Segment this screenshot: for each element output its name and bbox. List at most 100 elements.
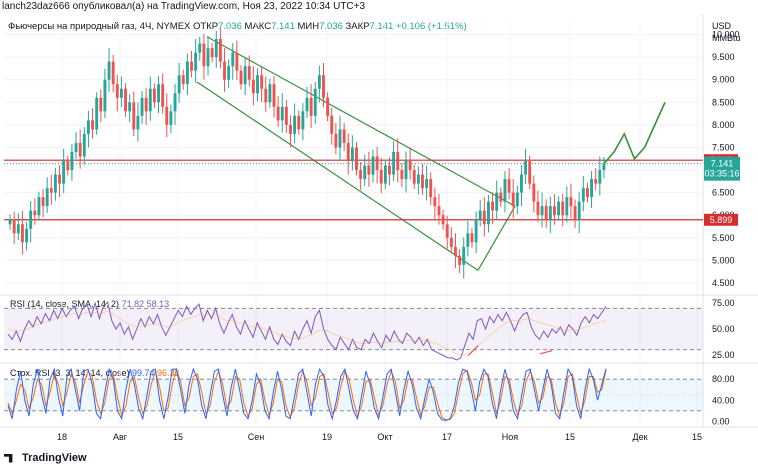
- price-tick-label: 8.000: [712, 120, 735, 130]
- price-change: +0.106 (+1.51%): [395, 21, 467, 32]
- time-tick-label: Сен: [248, 432, 265, 442]
- candle-body: [132, 102, 136, 130]
- candle-body: [239, 70, 243, 85]
- rsi-value: 71.82: [121, 299, 145, 309]
- main-legend: Фьючерсы на природный газ, 4Ч, NYMEX ОТК…: [8, 21, 467, 32]
- ohlc-values: ОТКР7.036 МАКС7.141 МИН7.036 ЗАКР7.141 +…: [193, 21, 467, 32]
- candle-body: [367, 165, 371, 175]
- candle-body: [74, 142, 78, 152]
- candle-body: [33, 210, 37, 216]
- rsi-legend: RSI (14, close, SMA, 14, 2) 71.82 58.13: [10, 299, 170, 309]
- projection-path: [603, 101, 666, 165]
- rsi-divergence-line: [539, 350, 553, 355]
- candle-body: [124, 88, 127, 112]
- candle-body: [363, 165, 367, 180]
- candle-body: [144, 97, 148, 112]
- level-tag: [704, 213, 738, 226]
- candle-body: [293, 115, 297, 134]
- price-tick-label: 9.000: [712, 75, 735, 85]
- candle-body: [594, 179, 598, 184]
- channel-line: [477, 205, 516, 271]
- candle-body: [177, 75, 181, 94]
- candle-body: [119, 88, 123, 98]
- candle-body: [8, 219, 12, 225]
- candle-body: [454, 246, 457, 256]
- candle-body: [276, 106, 280, 121]
- candle-body: [235, 52, 239, 71]
- candle-body: [375, 156, 379, 171]
- stoch-d-value: 96.32: [157, 368, 180, 378]
- candle-body: [169, 111, 173, 125]
- candle-body: [346, 142, 350, 161]
- unit-label-mmbtu: MMBtu: [712, 33, 741, 43]
- candle-body: [268, 84, 272, 103]
- candle-body: [396, 151, 400, 171]
- candle-body: [511, 192, 515, 207]
- candle-body: [256, 75, 259, 94]
- candle-body: [29, 210, 33, 229]
- candle-body: [557, 201, 561, 216]
- candle-body: [301, 111, 305, 130]
- time-tick-label: 15: [565, 432, 575, 442]
- candle-body: [280, 106, 284, 121]
- symbol-name: Фьючерсы на природный газ, 4Ч, NYMEX: [8, 21, 191, 32]
- price-tick-label: 10.000: [712, 30, 740, 40]
- candle-body: [95, 97, 99, 130]
- candle-body: [429, 179, 433, 198]
- candle-body: [49, 188, 53, 193]
- candle-body: [561, 201, 565, 216]
- time-tick-label: 15: [692, 432, 702, 442]
- candle-body: [359, 170, 363, 180]
- tradingview-logo-icon: [4, 453, 13, 463]
- candle-body: [284, 106, 288, 125]
- candle-body: [20, 224, 24, 243]
- time-tick-label: 19: [322, 432, 332, 442]
- time-tick-label: 18: [57, 432, 67, 442]
- stoch-d-line: [7, 367, 607, 421]
- candle-body: [602, 163, 606, 171]
- price-tick-label: 5.500: [712, 233, 735, 243]
- candle-body: [152, 88, 156, 103]
- time-tick-label: 17: [442, 432, 452, 442]
- last-price-label: 7.141: [711, 159, 734, 169]
- candle-body: [82, 133, 86, 157]
- candle-body: [338, 129, 342, 148]
- candle-body: [45, 188, 49, 207]
- candle-body: [194, 52, 198, 71]
- candle-body: [515, 192, 519, 207]
- rsi-line: [7, 301, 607, 361]
- candle-body: [536, 201, 540, 216]
- candle-body: [408, 161, 412, 171]
- price-tick-label: 8.500: [712, 97, 735, 107]
- candle-body: [478, 210, 482, 220]
- time-tick-label: Ноя: [502, 432, 519, 442]
- candle-body: [581, 188, 585, 202]
- candle-body: [91, 120, 94, 130]
- price-tick-label: 7.500: [712, 142, 735, 152]
- candle-body: [499, 192, 503, 202]
- rsi-divergence-line: [467, 345, 479, 357]
- stoch-rsi-legend: Стох. RSI (3, 3, 14, 14, close) 99.74 96…: [10, 368, 180, 378]
- candle-body: [577, 201, 581, 220]
- candle-body: [99, 97, 103, 112]
- candle-body: [37, 197, 41, 216]
- candle-body: [243, 66, 247, 85]
- time-tick-label: Окт: [377, 432, 392, 442]
- candle-body: [404, 161, 408, 180]
- candle-body: [136, 115, 140, 130]
- price-tick-label: 5.000: [712, 255, 735, 265]
- rsi-ma-line: [7, 311, 607, 356]
- candle-body: [350, 147, 354, 161]
- price-tick-label: 6.500: [712, 188, 735, 198]
- candle-body: [305, 97, 309, 112]
- candle-body: [181, 75, 185, 85]
- unit-label-usd: USD: [712, 21, 732, 31]
- time-tick-label: Дек: [632, 432, 647, 442]
- candle-body: [231, 52, 235, 67]
- rsi-band: [4, 308, 703, 350]
- candle-body: [58, 174, 61, 184]
- candle-body: [565, 197, 569, 216]
- stoch-tick-label: 40.00: [712, 395, 735, 405]
- candle-body: [524, 161, 528, 175]
